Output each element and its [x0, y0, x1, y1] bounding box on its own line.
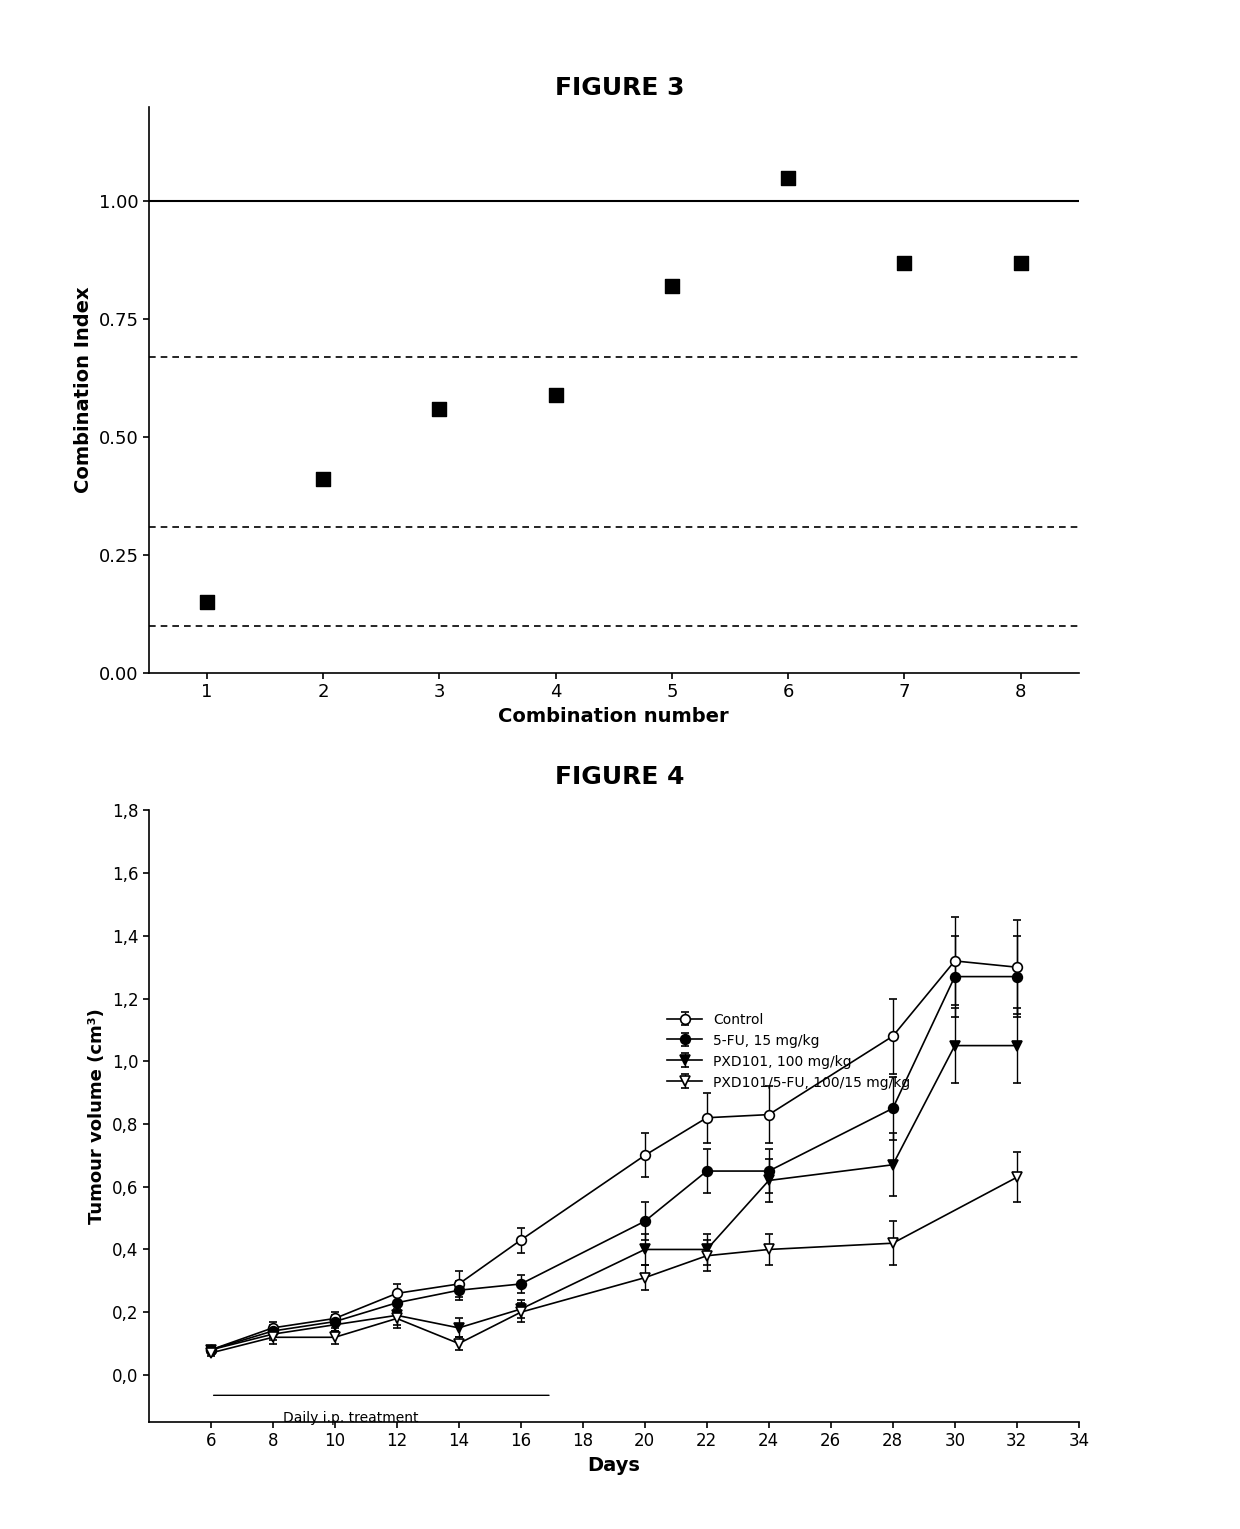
Point	[197, 590, 217, 615]
Point	[662, 274, 682, 298]
Y-axis label: Tumour volume (cm³): Tumour volume (cm³)	[88, 1008, 107, 1225]
Point	[779, 165, 799, 190]
X-axis label: Combination number: Combination number	[498, 706, 729, 726]
Legend: Control, 5-FU, 15 mg/kg, PXD101, 100 mg/kg, PXD101/5-FU, 100/15 mg/kg: Control, 5-FU, 15 mg/kg, PXD101, 100 mg/…	[667, 1014, 910, 1090]
Text: Daily i.p. treatment: Daily i.p. treatment	[283, 1411, 418, 1425]
Point	[546, 382, 565, 407]
Point	[894, 251, 914, 275]
X-axis label: Days: Days	[588, 1456, 640, 1475]
Y-axis label: Combination Index: Combination Index	[74, 286, 93, 494]
Text: FIGURE 4: FIGURE 4	[556, 764, 684, 789]
Point	[429, 396, 449, 420]
Point	[1011, 251, 1030, 275]
Point	[314, 468, 334, 492]
Text: FIGURE 3: FIGURE 3	[556, 76, 684, 101]
